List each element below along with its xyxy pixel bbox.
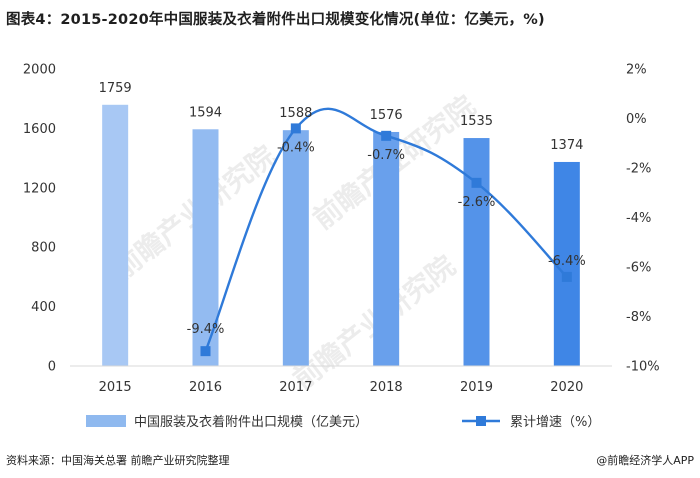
bar-value-label: 1576 [370, 108, 403, 123]
growth-value-label: -2.6% [458, 195, 496, 210]
growth-value-label: -0.7% [367, 148, 405, 163]
bar-value-label: 1535 [460, 114, 493, 129]
x-tick-label: 2016 [189, 380, 222, 395]
legend: 中国服装及衣着附件出口规模（亿美元） 累计增速（%） [86, 414, 600, 430]
bar-value-label: 1588 [279, 106, 312, 121]
legend-bar-label: 中国服装及衣着附件出口规模（亿美元） [134, 414, 368, 430]
chart-title: 图表4：2015-2020年中国服装及衣着附件出口规模变化情况(单位：亿美元，%… [6, 12, 545, 28]
bar-2017 [282, 130, 309, 366]
y-right-tick-label: -8% [626, 310, 651, 325]
growth-value-label: -9.4% [187, 322, 225, 337]
source-note: 资料来源：中国海关总署 前瞻产业研究院整理 [6, 454, 230, 467]
legend-bar-swatch [86, 415, 126, 427]
bar-value-label: 1594 [189, 105, 222, 120]
x-tick-label: 2018 [370, 380, 403, 395]
bar-value-label: 1759 [99, 81, 132, 96]
growth-marker-2017 [290, 123, 301, 134]
y-left-tick-label: 1600 [23, 122, 56, 137]
y-right-tick-label: -6% [626, 261, 651, 276]
x-tick-label: 2017 [279, 380, 312, 395]
growth-value-label: -6.4% [548, 254, 586, 269]
y-right-tick-label: 2% [626, 63, 647, 78]
bar-2018 [373, 131, 400, 366]
x-tick-label: 2020 [550, 380, 583, 395]
legend-line-label: 累计增速（%） [510, 415, 600, 430]
bar-value-label: 1374 [550, 138, 583, 153]
x-tick-label: 2015 [99, 380, 132, 395]
growth-line [204, 107, 568, 352]
growth-value-label: -0.4% [277, 140, 315, 155]
growth-marker-2020 [561, 271, 572, 282]
line-series [200, 107, 572, 357]
y-left-tick-label: 400 [31, 300, 56, 315]
y-right-tick-label: -4% [626, 211, 651, 226]
data-labels: 1759 1594 1588 1576 1535 1374 -9.4% -0.4% -0.7% -… [99, 81, 586, 337]
y-left-tick-label: 1200 [23, 181, 56, 196]
legend-line-marker [476, 416, 486, 426]
y-left-tick-label: 0 [48, 360, 56, 375]
y-right-tick-label: 0% [626, 112, 647, 127]
y-left-tick-label: 800 [31, 241, 56, 256]
x-tick-label: 2019 [460, 380, 493, 395]
y-right-tick-label: -10% [626, 360, 660, 375]
growth-marker-2019 [471, 177, 482, 188]
bar-2020 [553, 161, 580, 366]
growth-marker-2016 [200, 346, 211, 357]
brand-note: @前瞻经济学人APP [596, 454, 694, 467]
y-right-tick-label: -2% [626, 162, 651, 177]
axes: 0 400 800 1200 1600 2000 -10% -8% -6% -4% -2% 0% 2% 2… [23, 63, 660, 396]
bar-2019 [463, 138, 490, 366]
growth-marker-2018 [381, 130, 392, 141]
y-left-tick-label: 2000 [23, 63, 56, 78]
bar-2015 [102, 104, 129, 366]
